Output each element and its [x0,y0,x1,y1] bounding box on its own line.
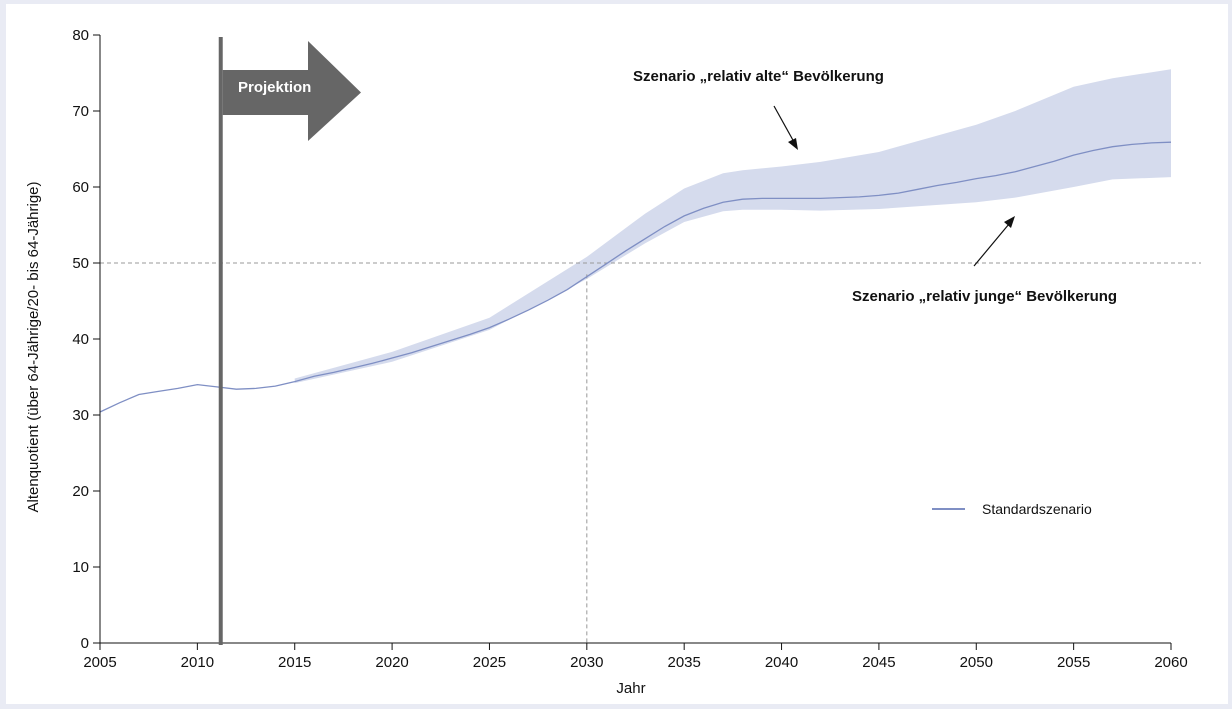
annotation-lower-arrow [973,223,1010,267]
y-tick-label: 10 [72,559,89,576]
x-tick-label: 2025 [473,654,506,671]
y-tick-label: 70 [72,103,89,120]
series-line-standardszenario [99,141,1172,413]
projection-marker: Projektion [218,37,361,645]
axes [93,34,1172,650]
x-tick-label: 2045 [862,654,895,671]
y-tick-label: 50 [72,255,89,272]
y-tick-label: 30 [72,407,89,424]
projection-arrow [222,41,361,141]
y-tick-label: 80 [72,27,89,44]
x-tick-label: 2035 [667,654,700,671]
y-tick-label: 40 [72,331,89,348]
chart-frame: 0 10 20 30 40 50 60 70 80 2005 2010 2015 2020 2025 203… [6,4,1228,704]
x-tick-label: 2055 [1057,654,1090,671]
x-tick-label: 2050 [960,654,993,671]
y-tick-label: 60 [72,179,89,196]
x-tick-label: 2015 [278,654,311,671]
projection-label: Projektion [238,79,311,96]
x-tick-label: 2030 [570,654,603,671]
reference-lines [100,262,1201,643]
legend-label: Standardszenario [982,501,1092,517]
annotation-upper-arrow [773,105,795,143]
x-tick-label: 2020 [375,654,408,671]
x-axis-title: Jahr [616,680,645,697]
x-tick-label: 2005 [83,654,116,671]
annotation-lower-scenario: Szenario „relativ junge“ Bevölkerung [852,288,1117,305]
y-tick-label: 20 [72,483,89,500]
annotation-lower-arrowhead [1004,216,1015,228]
x-tick-label: 2040 [765,654,798,671]
x-tick-label: 2060 [1154,654,1187,671]
annotation-upper-arrowhead [788,138,798,150]
x-tick-label: 2010 [181,654,214,671]
y-tick-label: 0 [81,635,89,652]
series-layer [99,141,1172,413]
scenario-band [294,69,1171,384]
scenario-band-layer [294,69,1171,384]
annotation-upper-scenario: Szenario „relativ alte“ Bevölkerung [633,68,884,85]
y-axis-title: Altenquotient (über 64-Jährige/20- bis 6… [25,181,42,512]
